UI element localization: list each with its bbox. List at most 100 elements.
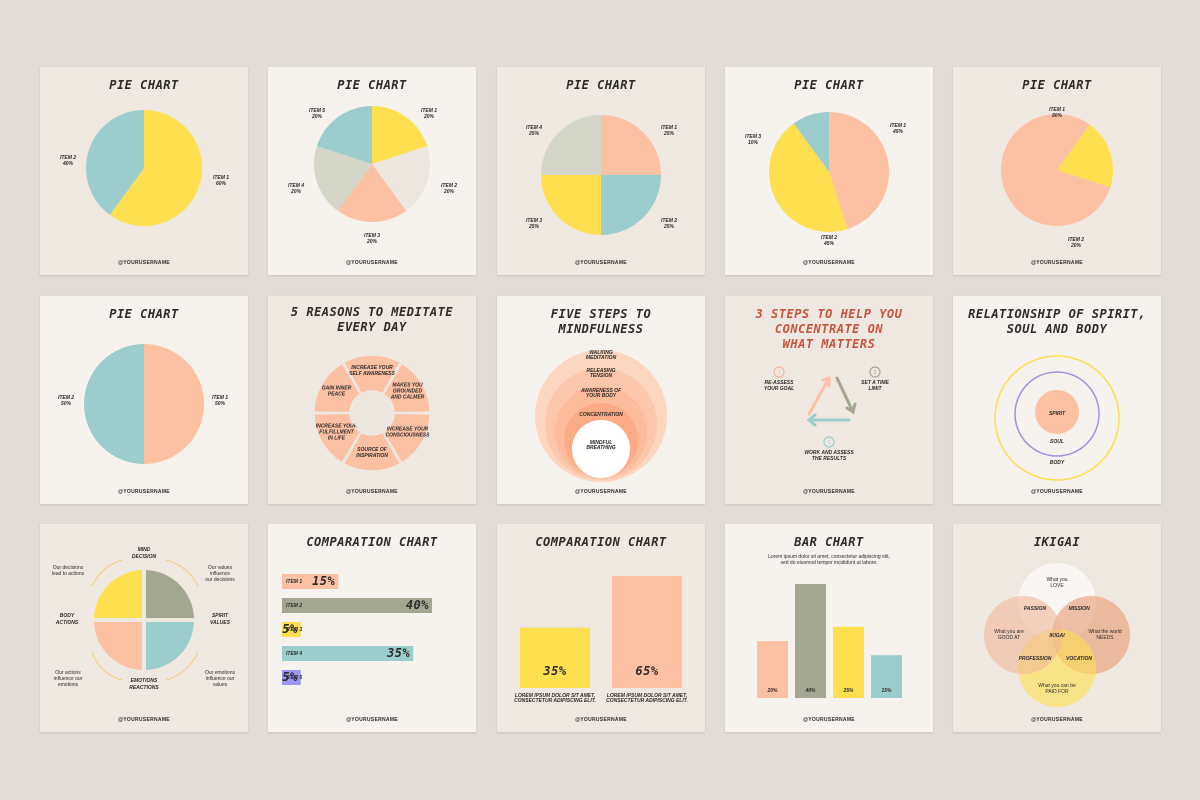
slice-label: ITEM 2 xyxy=(1068,237,1084,243)
step-label: BREATHING xyxy=(586,445,615,451)
pie-slice xyxy=(316,106,372,164)
slice-label: ITEM 1 xyxy=(421,108,437,114)
bar-caption: LOREM IPSUM DOLOR SIT AMET, xyxy=(515,693,595,699)
slice-value: 20% xyxy=(443,189,455,195)
bar xyxy=(520,627,590,688)
body-label: BODY xyxy=(1050,460,1065,466)
body-ring xyxy=(994,355,1120,481)
pie-slice xyxy=(541,115,601,175)
step-label: RELEASING xyxy=(586,368,615,374)
template-card: PIE CHART ITEM 1 20% ITEM 2 20% ITEM 3 20% ITEM… xyxy=(268,67,476,275)
card-title: MINDFULNESS xyxy=(558,322,644,336)
quadrant-mind xyxy=(94,570,142,618)
bar xyxy=(282,598,432,613)
card-title: PIE CHART xyxy=(1022,78,1092,92)
step-label: YOUR BODY xyxy=(586,393,617,399)
slice-label: ITEM 1 xyxy=(213,175,229,181)
slice-label: ITEM 1 xyxy=(661,125,677,131)
card-title: 5 REASONS TO MEDITATE xyxy=(291,305,453,319)
card-graphic: RELATIONSHIP OF SPIRIT,SOUL AND BODY SPIR… xyxy=(968,307,1145,495)
username-label: @YOURUSERNAME xyxy=(803,489,855,495)
step-number-badge xyxy=(869,366,881,378)
slice-label: ITEM 3 xyxy=(745,134,761,140)
card-title: BAR CHART xyxy=(793,535,864,549)
username-label: @YOURUSERNAME xyxy=(575,717,627,723)
segment-label: PEACE xyxy=(328,392,346,398)
segment-label: AND CALMER xyxy=(390,395,425,401)
segment-label: SOURCE OF xyxy=(357,447,388,453)
template-card: MIND DECISION SPIRIT VALUES EMOTIONS REACTION… xyxy=(40,524,248,732)
note-text: values xyxy=(213,682,228,688)
pie-slice xyxy=(109,110,202,226)
card-graphic: COMPARATION CHART 35% LOREM IPSUM DOLOR SI… xyxy=(514,535,688,723)
quadrant-label: REACTIONS xyxy=(129,685,159,691)
pie-slice xyxy=(1001,114,1111,227)
username-label: @YOURUSERNAME xyxy=(118,717,170,723)
bar-value: 40% xyxy=(804,688,816,694)
username-label: @YOURUSERNAME xyxy=(346,260,398,266)
bar xyxy=(795,584,826,698)
slice-label: ITEM 2 xyxy=(661,218,677,224)
ikigai-circle-label: PAID FOR xyxy=(1045,689,1069,695)
segment-label: IN LIFE xyxy=(328,436,346,442)
note-text: Our decisions xyxy=(53,565,84,571)
ikigai-circle-label: What you can be xyxy=(1038,683,1076,689)
step-label: MINDFUL xyxy=(590,440,613,446)
card-title: PIE CHART xyxy=(109,307,179,321)
template-card: COMPARATION CHART 35% LOREM IPSUM DOLOR SI… xyxy=(497,524,705,732)
bar-value: 15% xyxy=(881,688,892,694)
template-card: FIVE STEPS TO MINDFULNESS WALKING MEDITATIO… xyxy=(497,296,705,504)
username-label: @YOURUSERNAME xyxy=(1031,260,1083,266)
slice-value: 50% xyxy=(61,401,72,407)
slice-value: 20% xyxy=(1070,243,1082,249)
username-label: @YOURUSERNAME xyxy=(575,260,627,266)
slice-label: ITEM 3 xyxy=(526,218,542,224)
step-text: RE-ASSESS xyxy=(765,380,795,386)
bar-category: ITEM 2 xyxy=(286,603,302,609)
ikigai-overlap-label: VOCATION xyxy=(1066,656,1092,662)
step-label: AWARENESS OF xyxy=(580,388,622,394)
ikigai-circle-label: GOOD AT xyxy=(998,635,1020,641)
slice-value: 80% xyxy=(1052,113,1063,119)
card-title: COMPARATION CHART xyxy=(535,535,667,549)
username-label: @YOURUSERNAME xyxy=(118,260,170,266)
bar-value: 35% xyxy=(542,664,566,678)
card-graphic: PIE CHART ITEM 160% ITEM 240% @YOURUSERNAME xyxy=(60,78,229,266)
step-label: MEDITATION xyxy=(586,355,617,361)
pie-slice xyxy=(793,112,829,172)
ikigai-circle-label: NEEDS xyxy=(1096,635,1114,641)
ikigai-center: IKIGAI xyxy=(1049,633,1065,639)
slice-value: 25% xyxy=(663,131,675,137)
slice-label: ITEM 5 xyxy=(309,108,325,114)
donut-segment xyxy=(342,431,402,472)
card-title: PIE CHART xyxy=(109,78,179,92)
note-text: influence xyxy=(210,571,230,577)
note-text: emotions xyxy=(58,682,79,688)
cycle-arrow xyxy=(165,651,199,681)
bar-value: 15% xyxy=(312,574,335,588)
bar-value: 25% xyxy=(842,688,854,694)
donut-segment xyxy=(382,412,431,464)
username-label: @YOURUSERNAME xyxy=(1031,717,1083,723)
bar-caption: CONSECTETUR ADIPISCING ELIT. xyxy=(514,698,596,704)
slice-value: 20% xyxy=(423,114,435,120)
pie-slice xyxy=(85,110,144,215)
bar xyxy=(282,574,339,589)
slice-label: ITEM 2 xyxy=(58,395,74,401)
template-card: 3 STEPS TO HELP YOU CONCENTRATE ON WHAT MA… xyxy=(725,296,933,504)
bar-value: 5% xyxy=(282,622,298,636)
slice-value: 20% xyxy=(366,239,378,245)
step-number: 2 xyxy=(874,370,877,376)
note-text: our decisions xyxy=(205,577,235,583)
template-card: PIE CHART ITEM 1 80% ITEM 2 20% @YOURUSERNAME xyxy=(953,67,1161,275)
bar-category: ITEM 4 xyxy=(286,651,302,657)
donut-segment xyxy=(382,362,431,414)
card-title: COMPARATION CHART xyxy=(306,535,438,549)
slice-value: 20% xyxy=(311,114,323,120)
username-label: @YOURUSERNAME xyxy=(118,489,170,495)
cycle-arrow xyxy=(91,651,123,681)
ikigai-overlap-label: PROFESSION xyxy=(1019,656,1052,662)
